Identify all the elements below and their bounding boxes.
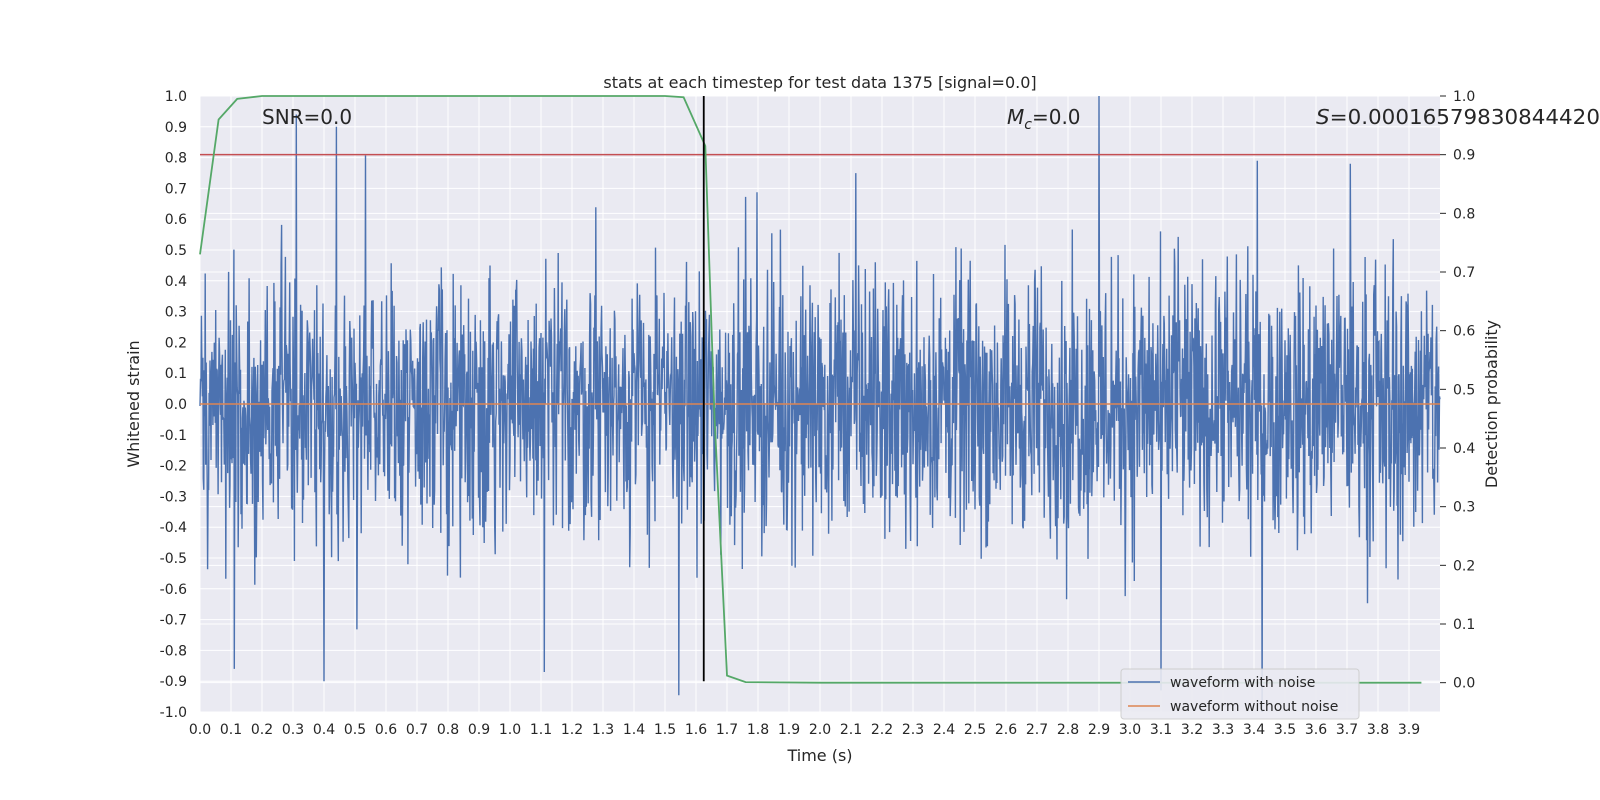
y-axis-label: Whitened strain [124,340,143,467]
y2-tick-label: 0.3 [1453,500,1475,516]
legend: waveform with noise waveform without noi… [1120,668,1360,720]
x-tick-label: 1.6 [685,722,707,738]
mc-symbol: M [1007,105,1024,129]
x-tick-label: 2.4 [933,722,955,738]
x-tick-label: 1.3 [592,722,614,738]
x-tick-label: 2.9 [1088,722,1110,738]
x-tick-label: 1.4 [623,722,645,738]
y-tick-label: 0.7 [165,181,187,197]
x-tick-label: 2.0 [809,722,831,738]
y-tick-label: 0.8 [165,151,187,167]
y2-tick-label: 0.9 [1453,148,1475,164]
x-tick-label: 0.5 [344,722,366,738]
s-symbol: S [1316,105,1330,129]
y-tick-label: -0.7 [160,613,187,629]
y2-tick-label: 0.2 [1453,558,1475,574]
y2-tick-label: 0.4 [1453,441,1475,457]
chart-title: stats at each timestep for test data 137… [603,73,1036,92]
x-tick-label: 1.2 [561,722,583,738]
y2-tick-label: 0.1 [1453,617,1475,633]
legend-label-noise: waveform with noise [1170,675,1315,691]
ticks: 0.0 0.1 0.2 0.3 0.4 0.5 0.6 0.7 0.8 0.9 1.0 1.1 1.2 1… [160,89,1476,738]
x-tick-label: 2.1 [840,722,862,738]
x-tick-label: 0.2 [251,722,273,738]
x-tick-label: 0.8 [437,722,459,738]
y-tick-label: -0.6 [160,582,187,598]
y-tick-label: 0.6 [165,212,187,228]
x-tick-label: 3.0 [1119,722,1141,738]
x-tick-label: 0.0 [189,722,211,738]
y2-tick-label: 0.6 [1453,324,1475,340]
y2-axis-label: Detection probability [1482,320,1501,488]
x-tick-label: 3.8 [1367,722,1389,738]
x-tick-label: 1.1 [530,722,552,738]
y-tick-label: 0.4 [165,274,187,290]
series-waveform-with-noise [199,95,1441,713]
y-tick-label: 0.2 [165,335,187,351]
y-tick-label: -1.0 [160,705,187,721]
x-tick-label: 3.7 [1336,722,1358,738]
x-tick-label: 1.8 [747,722,769,738]
x-tick-label: 0.3 [282,722,304,738]
x-tick-label: 2.6 [995,722,1017,738]
x-tick-label: 1.0 [499,722,521,738]
y2-tick-label: 0.8 [1453,206,1475,222]
y-tick-label: 1.0 [165,89,187,105]
x-tick-label: 2.7 [1026,722,1048,738]
y-tick-label: 0.5 [165,243,187,259]
x-tick-label: 3.9 [1398,722,1420,738]
y2-tick-label: 1.0 [1453,89,1475,105]
x-tick-label: 0.6 [375,722,397,738]
y-tick-label: -0.9 [160,674,187,690]
s-annotation: S=0.00016579830844420 [1316,105,1600,129]
x-tick-label: 3.6 [1305,722,1327,738]
mc-annotation: Mc=0.0 [1007,105,1081,133]
y-tick-label: 0.1 [165,366,187,382]
y2-tick-label: 0.7 [1453,265,1475,281]
x-tick-label: 3.1 [1150,722,1172,738]
x-tick-label: 1.9 [778,722,800,738]
y-tick-label: -0.4 [160,520,187,536]
y-tick-label: -0.2 [160,459,187,475]
x-tick-label: 3.3 [1212,722,1234,738]
x-tick-label: 1.7 [716,722,738,738]
plot-area [199,95,1441,713]
x-tick-label: 3.2 [1181,722,1203,738]
x-tick-label: 0.9 [468,722,490,738]
s-value: =0.00016579830844420 [1330,105,1600,129]
x-tick-label: 2.2 [871,722,893,738]
y-tick-label: 0.0 [165,397,187,413]
y2-tick-label: 0.5 [1453,382,1475,398]
x-axis-label: Time (s) [786,746,852,765]
x-tick-label: 2.5 [964,722,986,738]
y-tick-label: -0.8 [160,643,187,659]
series-detection-probability [199,95,1422,684]
y-tick-label: -0.5 [160,551,187,567]
legend-label-clean: waveform without noise [1170,699,1338,715]
mc-subscript: c [1024,117,1032,133]
y-tick-label: -0.3 [160,489,187,505]
y-tick-label: -0.1 [160,428,187,444]
x-tick-label: 0.4 [313,722,335,738]
y-tick-label: 0.3 [165,305,187,321]
y2-tick-label: 0.0 [1453,676,1475,692]
snr-annotation: SNR=0.0 [262,105,352,129]
x-tick-label: 2.8 [1057,722,1079,738]
x-tick-label: 0.7 [406,722,428,738]
x-tick-label: 0.1 [220,722,242,738]
y-tick-label: 0.9 [165,120,187,136]
legend-box [1120,668,1360,720]
x-tick-label: 3.4 [1243,722,1265,738]
x-tick-label: 2.3 [902,722,924,738]
x-tick-label: 1.5 [654,722,676,738]
x-tick-label: 3.5 [1274,722,1296,738]
mc-value: =0.0 [1032,105,1081,129]
